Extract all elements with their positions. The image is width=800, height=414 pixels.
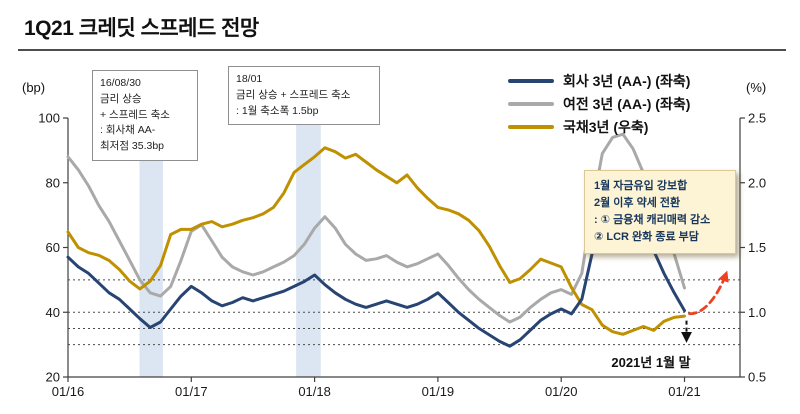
- svg-text:1.0: 1.0: [748, 305, 766, 320]
- legend-swatch: [508, 125, 554, 129]
- legend-label: 국채3년 (우축): [563, 119, 649, 135]
- annotation-text-line: 1월 자금유입 강보합: [594, 180, 688, 192]
- svg-text:2.5: 2.5: [748, 111, 766, 126]
- annotation-text-line: 금리 상승 + 스프레드 축소: [236, 88, 351, 101]
- svg-text:01/19: 01/19: [422, 384, 455, 399]
- svg-text:01/21: 01/21: [668, 384, 701, 399]
- annotation-box-160830: 16/08/30 금리 상승 + 스프레드 축소 : 회사채 AA- 최저점 3…: [92, 70, 198, 161]
- svg-text:01/20: 01/20: [545, 384, 578, 399]
- legend-label: 여전 3년 (AA-) (좌축): [563, 96, 691, 112]
- legend-item: 회사 3년 (AA-) (좌축): [508, 72, 690, 90]
- series-line-2: [66, 146, 686, 336]
- legend-item: 여전 3년 (AA-) (좌축): [508, 95, 690, 113]
- svg-text:2.0: 2.0: [748, 175, 766, 190]
- legend-item: 국채3년 (우축): [508, 118, 690, 136]
- page-title: 1Q21 크레딧 스프레드 전망: [24, 17, 259, 40]
- svg-text:20: 20: [46, 370, 60, 385]
- data-end-label: 2021년 1월 말: [611, 355, 691, 370]
- svg-text:01/16: 01/16: [52, 384, 85, 399]
- annotation-text-line: 2월 이후 약세 전환: [594, 197, 681, 210]
- annotation-text-line: 16/08/30: [100, 77, 141, 89]
- svg-text:100: 100: [38, 111, 60, 126]
- svg-text:60: 60: [46, 240, 60, 255]
- annotation-text-line: ② LCR 완화 종료 부담: [594, 231, 699, 244]
- legend-swatch: [508, 102, 554, 106]
- annotation-box-1801: 18/01 금리 상승 + 스프레드 축소 : 1월 축소폭 1.5bp: [228, 66, 380, 126]
- left-axis-unit-label: (bp): [22, 80, 46, 95]
- svg-text:0.5: 0.5: [748, 370, 766, 385]
- svg-text:01/18: 01/18: [298, 384, 331, 399]
- annotation-text-line: : 1월 축소폭 1.5bp: [236, 104, 319, 117]
- annotation-text-line: 최저점 35.3bp: [100, 140, 165, 152]
- svg-text:01/17: 01/17: [175, 384, 208, 399]
- chart-legend: 회사 3년 (AA-) (좌축) 여전 3년 (AA-) (좌축) 국채3년 (우축…: [508, 72, 690, 136]
- title-divider: [18, 49, 786, 51]
- svg-text:1.5: 1.5: [748, 240, 766, 255]
- legend-label: 회사 3년 (AA-) (좌축): [563, 73, 691, 89]
- series-line-1: [66, 132, 686, 324]
- annotation-box-outlook: 1월 자금유입 강보합 2월 이후 약세 전환 : ① 금융채 캐리매력 감소 …: [584, 170, 736, 255]
- svg-text:80: 80: [46, 175, 60, 190]
- forecast-arrow: [688, 270, 729, 316]
- right-axis-unit-label: (%): [746, 80, 767, 95]
- series-line-0: [66, 187, 686, 348]
- annotation-text-line: + 스프레드 축소: [100, 108, 170, 121]
- annotation-text-line: : ① 금융채 캐리매력 감소: [594, 214, 711, 227]
- svg-text:40: 40: [46, 305, 60, 320]
- annotation-text-line: 18/01: [236, 73, 263, 85]
- annotation-text-line: 금리 상승: [100, 92, 142, 105]
- legend-swatch: [508, 79, 554, 83]
- annotation-text-line: : 회사채 AA-: [100, 124, 156, 137]
